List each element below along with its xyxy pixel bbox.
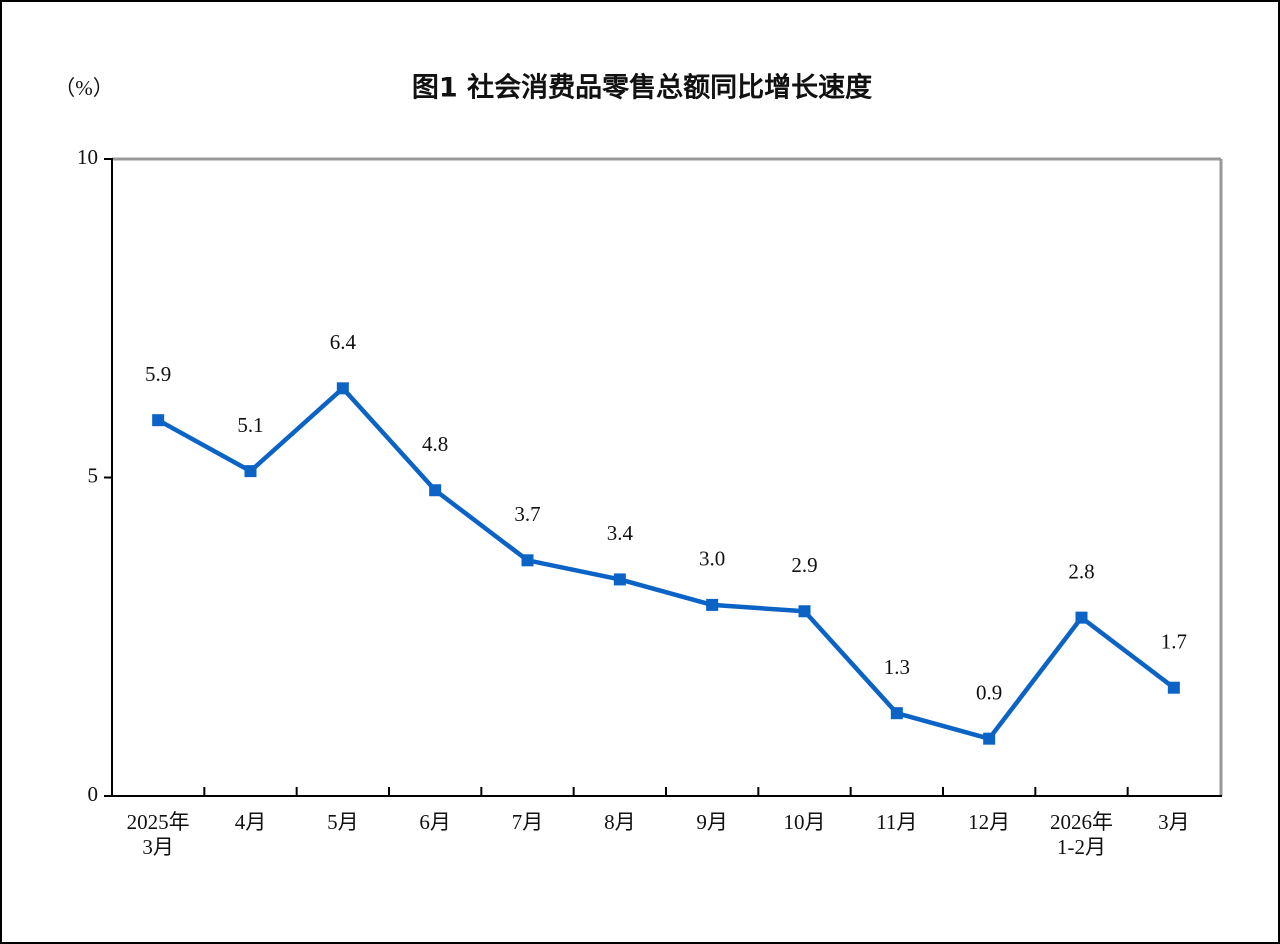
marker — [336, 382, 349, 395]
y-tick-label: 10 — [77, 145, 98, 169]
marker — [798, 605, 811, 618]
value-label: 3.4 — [607, 521, 634, 545]
marker — [983, 732, 996, 745]
y-axis-label: （%） — [54, 76, 114, 100]
x-tick-label: 12月 — [968, 810, 1010, 834]
value-label: 5.1 — [237, 413, 263, 437]
value-label: 2.8 — [1068, 559, 1094, 583]
marker — [1167, 681, 1180, 694]
marker — [521, 554, 534, 567]
chart-title: 图1 社会消费品零售总额同比增长速度 — [412, 72, 872, 104]
value-label: 6.4 — [330, 330, 357, 354]
line — [157, 386, 1176, 741]
x-tick-label: 3月 — [1158, 810, 1190, 834]
marker — [429, 484, 442, 497]
value-label: 3.7 — [514, 502, 540, 526]
x-tick-label: 11月 — [876, 810, 917, 834]
marker — [152, 414, 165, 427]
x-tick-label: 6月 — [419, 810, 451, 834]
marker — [706, 598, 719, 611]
x-tick-label: 8月 — [604, 810, 636, 834]
marker — [890, 707, 903, 720]
x-tick-label: 10月 — [784, 810, 826, 834]
value-label: 0.9 — [976, 680, 1002, 704]
x-tick-label: 5月 — [327, 810, 359, 834]
x-tick-label: 2025年 3月 — [127, 810, 190, 859]
value-label: 1.7 — [1161, 630, 1187, 654]
value-label: 1.3 — [884, 655, 910, 679]
marker — [244, 465, 257, 478]
x-tick-label: 4月 — [235, 810, 267, 834]
y-tick-label: 5 — [88, 463, 99, 487]
marker — [613, 573, 626, 586]
value-label: 4.8 — [422, 432, 448, 456]
x-tick-label: 7月 — [512, 810, 544, 834]
marker — [1075, 611, 1088, 624]
x-tick-label: 2026年 1-2月 — [1050, 810, 1113, 859]
value-label: 5.9 — [145, 362, 171, 386]
value-label: 2.9 — [791, 553, 817, 577]
x-tick-label: 9月 — [696, 810, 728, 834]
value-label: 3.0 — [699, 547, 725, 571]
y-tick-label: 0 — [88, 782, 99, 806]
